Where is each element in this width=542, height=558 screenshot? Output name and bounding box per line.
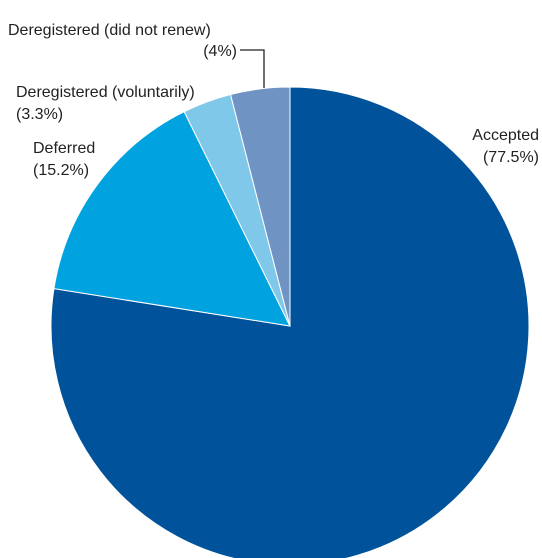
leader-line-did-not-renew — [240, 49, 265, 88]
value-label-did-not-renew: (4%) — [203, 43, 237, 60]
label-did-not-renew: Deregistered (did not renew) — [8, 22, 211, 39]
value-label-accepted: (77.5%) — [483, 149, 539, 166]
value-label-voluntarily: (3.3%) — [16, 106, 63, 123]
pie-slice-deferred — [53, 111, 291, 327]
label-deferred: Deferred — [33, 140, 95, 157]
label-voluntarily: Deregistered (voluntarily) — [16, 84, 195, 101]
pie-slices — [50, 86, 530, 558]
pie-slice-deregistered-did-not-renew — [229, 86, 291, 327]
value-label-deferred: (15.2%) — [33, 162, 89, 179]
pie-slice-accepted — [50, 86, 530, 558]
label-accepted: Accepted — [472, 127, 539, 144]
